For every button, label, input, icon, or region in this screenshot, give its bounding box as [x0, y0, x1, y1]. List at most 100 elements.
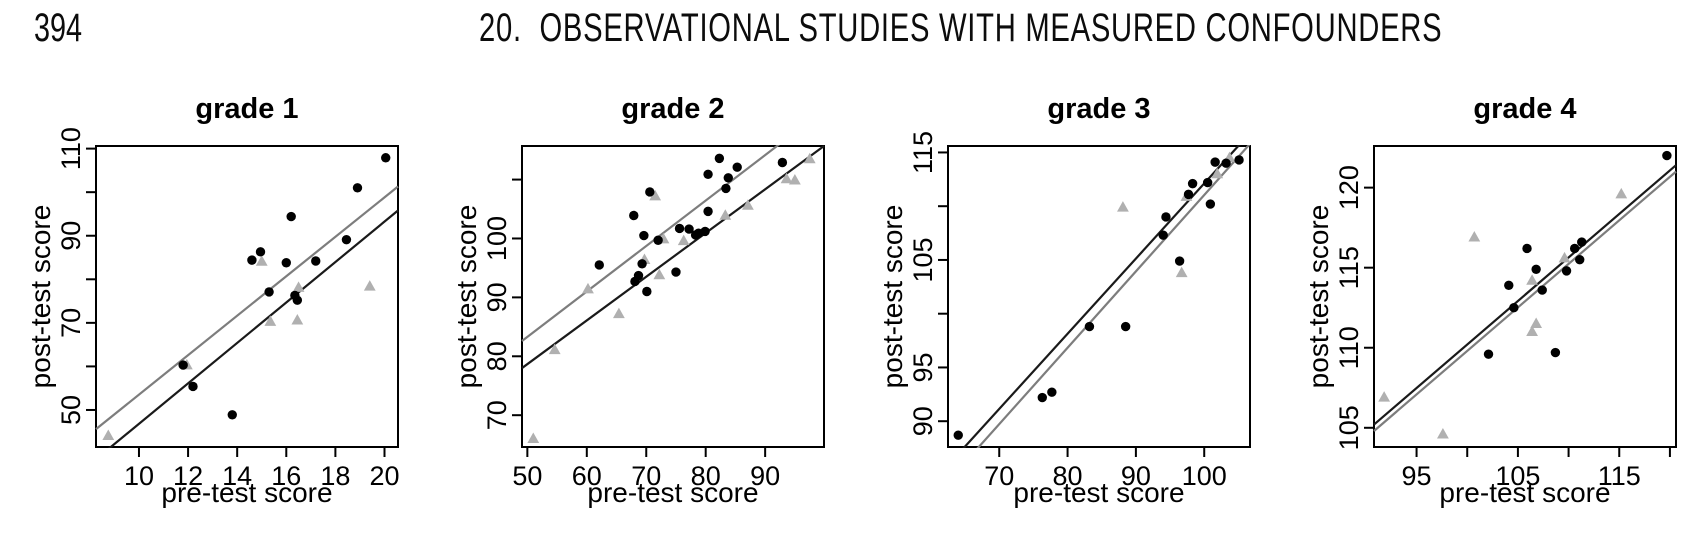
x-axis: 95 105 115	[1402, 448, 1671, 491]
treated-point	[723, 173, 733, 183]
treated-point	[1504, 280, 1514, 290]
y-tick-label: 70	[482, 400, 512, 430]
control-point	[582, 282, 594, 294]
y-tick-label: 90	[908, 406, 938, 436]
y-tick-label: 90	[56, 221, 86, 251]
treated-point	[255, 247, 266, 257]
y-axis-label: post-test score	[451, 205, 482, 389]
control-point	[1378, 391, 1391, 402]
treated-point	[1509, 303, 1519, 313]
control-point	[1526, 274, 1538, 285]
treated-point	[227, 410, 237, 420]
treated-point	[247, 255, 257, 265]
y-tick-label: 95	[908, 352, 938, 382]
treated-point	[286, 211, 296, 222]
treated-point	[684, 224, 694, 234]
figure-row: grade 1 pre-test score post-test score 10 12…	[0, 66, 1704, 541]
control-point	[742, 199, 754, 210]
treated-point	[703, 206, 713, 217]
treated-point	[629, 210, 639, 221]
treated-regression-line	[521, 145, 825, 369]
treated-point	[1047, 387, 1057, 397]
control-point	[649, 189, 662, 201]
x-tick-label: 16	[271, 461, 301, 491]
x-tick-label: 20	[369, 461, 399, 491]
treated-point	[671, 267, 681, 277]
treated-point	[341, 234, 352, 245]
y-axis: 50 70 90 110	[56, 127, 95, 425]
y-tick-label: 50	[56, 395, 86, 425]
treated-point	[714, 153, 725, 164]
treated-point	[1084, 321, 1095, 332]
control-regression-line	[1373, 170, 1677, 432]
y-tick-label: 70	[56, 308, 86, 338]
treated-point	[639, 230, 649, 241]
control-point	[292, 281, 305, 292]
treated-point	[637, 259, 647, 269]
x-axis-label: pre-test score	[1013, 477, 1184, 508]
x-tick-label: 70	[631, 461, 661, 491]
control-point	[1558, 251, 1571, 263]
y-tick-label: 105	[908, 237, 938, 282]
treated-point	[653, 235, 663, 245]
control-point	[613, 307, 625, 319]
treated-point	[633, 270, 644, 281]
control-regression-line	[95, 185, 399, 430]
data-points	[102, 153, 391, 440]
control-point	[291, 314, 304, 325]
x-axis: 10 12 14 16 18 20	[124, 448, 400, 491]
treated-regression-line	[962, 145, 1241, 448]
scatter-plot-grade-2: grade 2 pre-test score post-test score 50 60…	[451, 93, 825, 508]
y-axis-label: post-test score	[877, 205, 908, 389]
treated-point	[1561, 266, 1572, 276]
y-axis-label: post-test score	[25, 205, 56, 389]
treated-point	[264, 287, 274, 297]
x-tick-label: 60	[572, 461, 602, 491]
page-number: 394	[34, 6, 83, 50]
x-tick-label: 95	[1402, 461, 1432, 491]
treated-point	[1120, 321, 1131, 332]
treated-point	[1202, 177, 1213, 188]
control-regression-line	[976, 145, 1251, 448]
treated-point	[1174, 256, 1185, 266]
y-axis-label: post-test score	[1303, 205, 1334, 389]
control-point	[780, 172, 793, 184]
page-header: 394 20. OBSERVATIONAL STUDIES WITH MEASU…	[0, 0, 1704, 66]
treated-point	[1531, 264, 1541, 274]
control-point	[1530, 317, 1543, 329]
control-point	[1117, 201, 1129, 212]
control-point	[363, 280, 376, 291]
treated-point	[1575, 254, 1585, 265]
treated-point	[1037, 392, 1047, 403]
treated-point	[721, 183, 731, 194]
panel-title: grade 4	[1473, 93, 1576, 125]
control-point	[788, 173, 801, 185]
plot-box	[1373, 145, 1677, 448]
y-tick-label: 115	[1334, 246, 1364, 289]
treated-point	[1662, 150, 1672, 161]
control-point	[1468, 231, 1481, 242]
treated-point	[188, 381, 198, 392]
x-axis: 50 60 70 80 90	[512, 448, 780, 491]
regression-lines	[521, 145, 825, 369]
y-axis: 70 80 90 100	[482, 178, 521, 430]
treated-point	[1205, 199, 1216, 209]
y-tick-label: 110	[1334, 326, 1364, 369]
treated-point	[1483, 349, 1494, 359]
treated-point	[594, 260, 604, 270]
control-point	[527, 432, 540, 444]
y-axis: 90 95 105 115	[908, 131, 947, 436]
control-point	[102, 429, 115, 440]
panel-title: grade 3	[1047, 93, 1150, 125]
treated-point	[381, 153, 391, 163]
control-point	[719, 209, 732, 220]
x-axis: 70 80 90 100	[984, 448, 1227, 491]
treated-point	[281, 258, 291, 268]
treated-point	[1183, 189, 1194, 200]
panel-title: grade 2	[621, 93, 724, 125]
scatter-plot-grade-3: grade 3 pre-test score post-test score 70 80…	[877, 93, 1251, 508]
treated-point	[1550, 347, 1561, 358]
control-point	[264, 315, 277, 326]
x-tick-label: 100	[1182, 461, 1227, 491]
